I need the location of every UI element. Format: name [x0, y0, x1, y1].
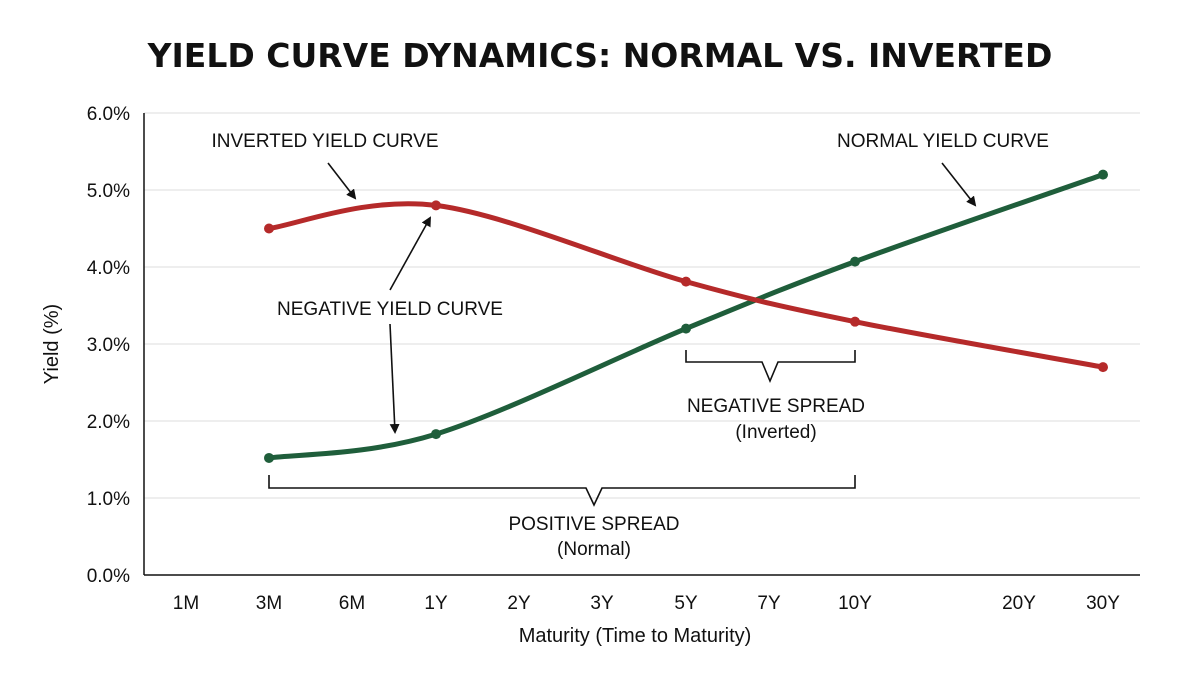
x-tick-label: 3M [256, 593, 282, 614]
y-tick-label: 0.0% [87, 566, 130, 587]
y-axis-title: Yield (%) [41, 304, 63, 384]
x-tick-label: 3Y [590, 593, 614, 614]
x-tick-label: 30Y [1086, 593, 1120, 614]
negative-label-arrow-up [389, 216, 431, 291]
inverted-curve-point [1098, 362, 1108, 373]
y-tick-label: 5.0% [87, 181, 130, 202]
y-tick-label: 4.0% [87, 258, 130, 279]
normal-curve-label: NORMAL YIELD CURVE [837, 131, 1049, 152]
x-tick-label: 20Y [1002, 593, 1036, 614]
negative-curve-label: NEGATIVE YIELD CURVE [277, 299, 503, 320]
x-tick-label: 6M [339, 593, 365, 614]
y-tick-label: 3.0% [87, 335, 130, 356]
normal-curve-point [1098, 169, 1108, 180]
inverted-curve-point [264, 223, 274, 234]
gridlines [144, 112, 1140, 499]
negative-spread-subtitle: (Inverted) [735, 422, 816, 443]
inverted-curve-point [681, 276, 691, 287]
y-tick-label: 1.0% [87, 489, 130, 510]
y-tick-label: 6.0% [87, 104, 130, 125]
inverted-label-arrow [327, 162, 357, 200]
x-axis-title: Maturity (Time to Maturity) [519, 625, 752, 647]
x-tick-label: 7Y [757, 593, 781, 614]
x-tick-label: 1Y [424, 593, 448, 614]
y-axis-ticks: 0.0% 1.0% 2.0% 3.0% 4.0% 5.0% 6.0% [87, 104, 130, 587]
negative-spread-bracket [685, 350, 856, 384]
inverted-curve-point [850, 316, 860, 327]
positive-spread-title: POSITIVE SPREAD [508, 514, 679, 535]
negative-label-arrow-down [389, 323, 400, 434]
chart-title: YIELD CURVE DYNAMICS: NORMAL VS. INVERTE… [147, 36, 1053, 75]
negative-spread-title: NEGATIVE SPREAD [687, 396, 865, 417]
normal-label-arrow [941, 162, 977, 207]
normal-curve-point [264, 452, 274, 463]
normal-curve-point [431, 429, 441, 440]
x-tick-label: 1M [173, 593, 199, 614]
normal-curve-point [850, 256, 860, 267]
x-tick-label: 10Y [838, 593, 872, 614]
positive-spread-bracket [268, 475, 856, 507]
y-tick-label: 2.0% [87, 412, 130, 433]
x-axis-ticks: 1M 3M 6M 1Y 2Y 3Y 5Y 7Y 10Y 20Y 30Y [173, 593, 1120, 614]
inverted-curve-label: INVERTED YIELD CURVE [211, 131, 438, 152]
inverted-curve-point [431, 200, 441, 211]
x-tick-label: 2Y [507, 593, 531, 614]
positive-spread-subtitle: (Normal) [557, 539, 631, 560]
normal-curve-point [681, 323, 691, 334]
x-tick-label: 5Y [674, 593, 698, 614]
series-group [264, 169, 1108, 463]
